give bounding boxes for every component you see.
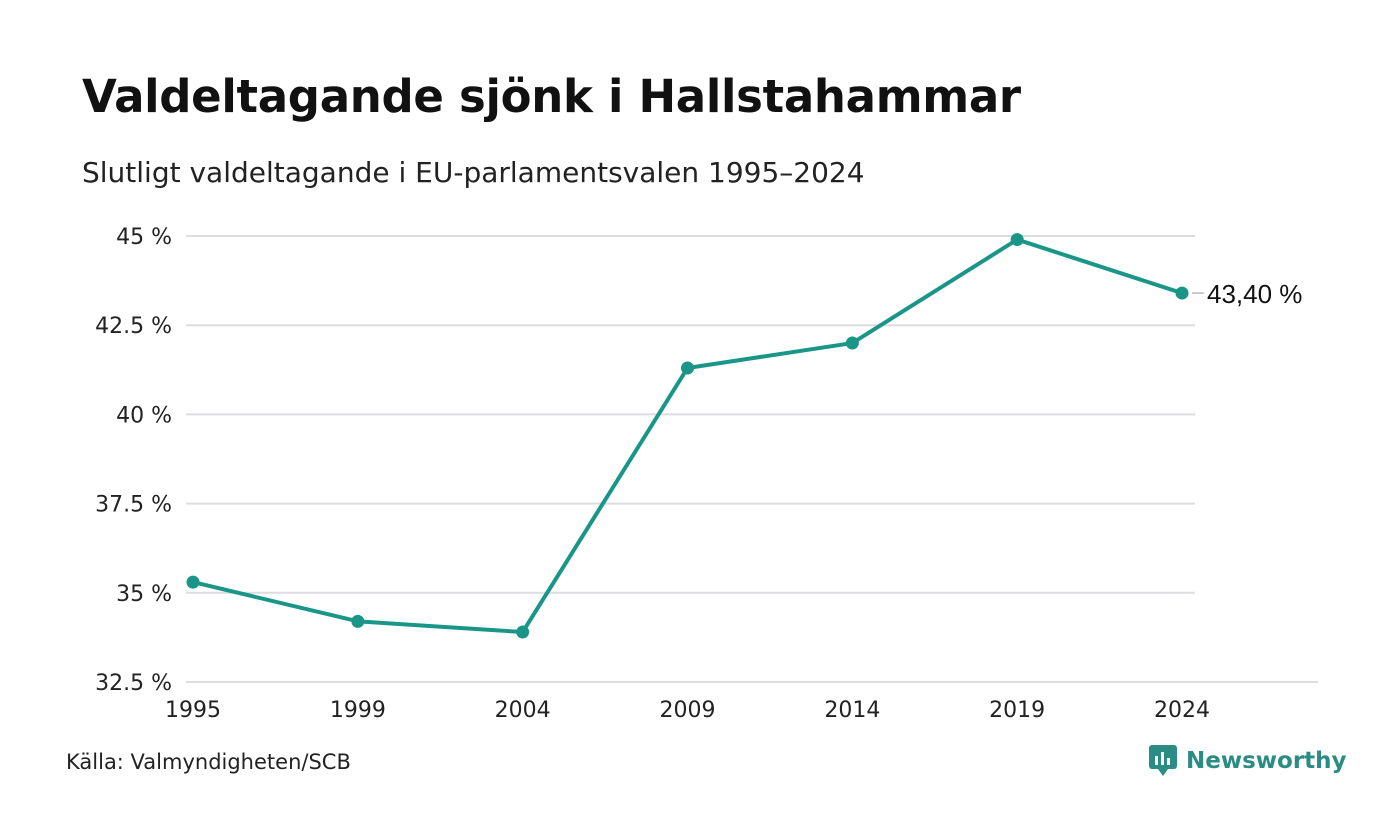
y-tick-label: 35 % xyxy=(116,582,172,607)
x-tick-label: 2014 xyxy=(824,698,880,723)
x-tick-label: 2009 xyxy=(660,698,716,723)
x-tick-label: 1995 xyxy=(165,698,221,723)
brand-logo: Newsworthy xyxy=(1148,744,1347,778)
newsworthy-logo-icon xyxy=(1149,745,1177,776)
y-tick-label: 32.5 % xyxy=(95,671,172,696)
data-point xyxy=(1175,286,1189,300)
y-tick-label: 42.5 % xyxy=(95,314,172,339)
x-tick-label: 2019 xyxy=(989,698,1045,723)
line-chart: 32.5 % 35 % 37.5 % 40 % 42.5 % 45 % 1995 1999 20… xyxy=(95,225,1318,723)
brand-name: Newsworthy xyxy=(1186,748,1347,774)
source-note: Källa: Valmyndigheten/SCB xyxy=(66,750,351,774)
data-point xyxy=(845,336,859,350)
y-tick-label: 45 % xyxy=(116,225,172,250)
data-point xyxy=(1010,233,1024,247)
x-tick-label: 2024 xyxy=(1154,698,1210,723)
data-point xyxy=(186,575,200,589)
y-tick-label: 37.5 % xyxy=(95,493,172,518)
data-point xyxy=(681,361,694,375)
end-value-label: 43,40 % xyxy=(1207,279,1302,309)
data-point xyxy=(351,614,365,628)
x-tick-label: 2004 xyxy=(495,698,551,723)
series-line xyxy=(191,237,1184,635)
data-point xyxy=(516,625,530,639)
chart-title: Valdeltagande sjönk i Hallstahammar xyxy=(82,70,1021,123)
chart-subtitle: Slutligt valdeltagande i EU-parlamentsva… xyxy=(82,156,865,189)
x-tick-label: 1999 xyxy=(330,698,386,723)
y-tick-label: 40 % xyxy=(116,403,172,428)
